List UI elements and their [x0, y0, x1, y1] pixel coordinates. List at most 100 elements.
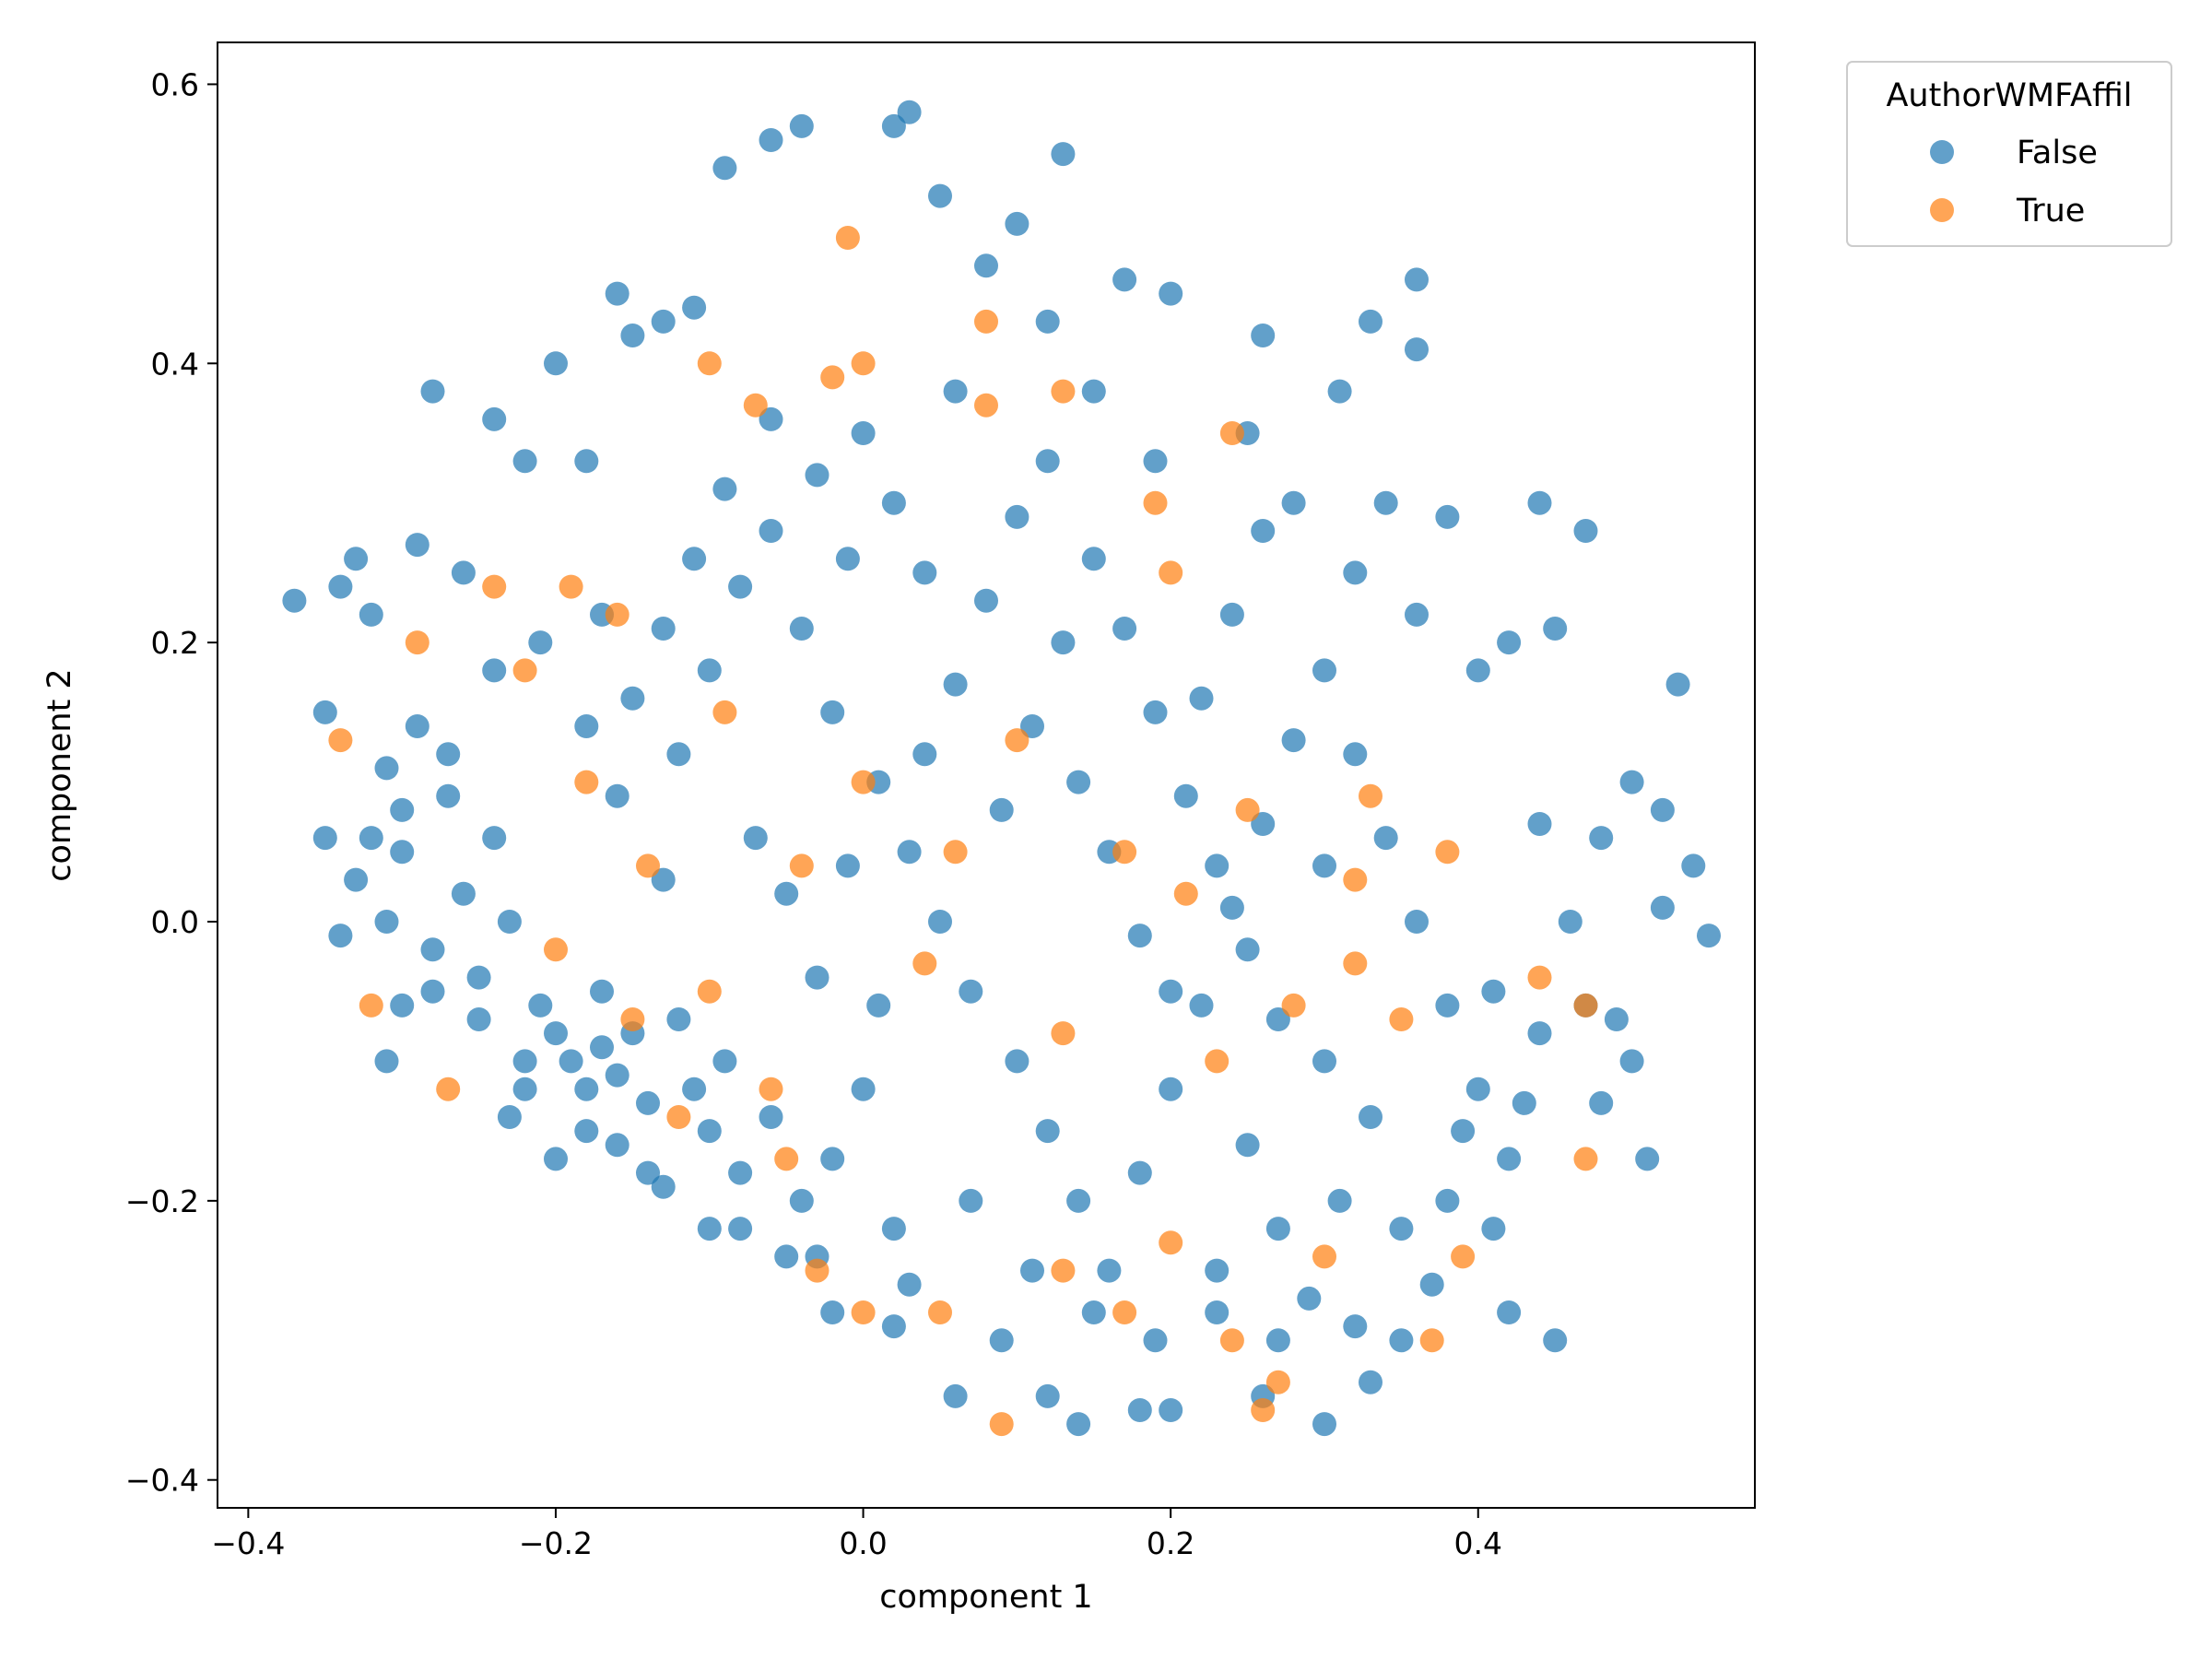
point-false-209 [1081, 1300, 1106, 1324]
point-true-45 [912, 951, 937, 976]
point-true-38 [697, 979, 722, 1004]
point-true-36 [805, 1258, 830, 1283]
point-false-184 [759, 406, 783, 431]
point-false-92 [574, 1077, 599, 1101]
point-false-66 [1066, 1412, 1091, 1437]
point-false-114 [789, 617, 814, 641]
point-false-146 [1497, 1147, 1522, 1171]
point-false-203 [651, 1174, 676, 1199]
point-true-31 [1112, 1300, 1137, 1324]
point-true-59 [759, 1077, 783, 1101]
point-false-110 [666, 742, 691, 767]
point-false-36 [1081, 379, 1106, 404]
point-false-143 [1405, 910, 1429, 934]
y-tick-label: 0.6 [151, 66, 199, 102]
point-false-140 [1312, 658, 1336, 683]
point-false-214 [1389, 1328, 1414, 1353]
point-false-154 [1235, 1133, 1260, 1158]
point-false-65 [1127, 1398, 1152, 1422]
point-true-51 [1205, 1049, 1230, 1074]
point-false-13 [574, 449, 599, 474]
point-false-160 [451, 881, 476, 906]
point-false-182 [835, 547, 860, 571]
point-true-49 [1112, 840, 1137, 865]
point-true-30 [1159, 1230, 1183, 1255]
point-true-24 [1451, 1244, 1476, 1269]
point-false-89 [651, 867, 676, 892]
point-true-8 [697, 351, 722, 376]
point-false-117 [897, 840, 922, 865]
point-true-19 [1359, 783, 1382, 808]
point-true-53 [1281, 993, 1306, 1018]
point-false-111 [697, 658, 722, 683]
point-true-22 [1573, 993, 1598, 1018]
point-false-133 [1097, 1258, 1122, 1283]
point-false-22 [897, 100, 922, 124]
point-false-107 [820, 1147, 845, 1171]
point-false-190 [1066, 770, 1091, 794]
points-layer [282, 100, 1721, 1437]
point-false-121 [1020, 714, 1044, 738]
point-false-29 [1251, 324, 1276, 347]
y-tick-label: −0.2 [125, 1183, 199, 1219]
point-false-102 [697, 1119, 722, 1144]
point-false-204 [728, 1217, 753, 1241]
point-false-148 [1558, 910, 1583, 934]
point-false-16 [651, 309, 676, 334]
point-false-59 [1497, 1300, 1522, 1324]
point-true-13 [974, 309, 998, 334]
point-false-56 [1589, 1090, 1614, 1115]
point-false-55 [1619, 1049, 1644, 1074]
point-false-71 [820, 1300, 845, 1324]
plot-frame [217, 41, 1756, 1509]
point-false-11 [512, 449, 537, 474]
y-tick-label: −0.4 [125, 1463, 199, 1499]
point-false-211 [1205, 1258, 1230, 1283]
point-false-7 [405, 533, 429, 558]
point-true-29 [1219, 1328, 1244, 1353]
point-false-159 [1481, 979, 1506, 1004]
point-false-126 [1173, 783, 1198, 808]
point-true-35 [851, 1300, 876, 1324]
point-false-113 [759, 519, 783, 543]
point-false-197 [1281, 490, 1306, 515]
point-false-99 [590, 979, 614, 1004]
point-false-178 [1005, 504, 1030, 529]
point-true-27 [1265, 1370, 1290, 1394]
point-false-176 [943, 672, 968, 697]
point-true-26 [1312, 1244, 1336, 1269]
point-false-21 [881, 113, 906, 138]
point-false-54 [1604, 1007, 1629, 1031]
point-false-139 [1281, 728, 1306, 753]
y-axis-label: component 2 [41, 668, 78, 881]
point-false-173 [835, 853, 860, 878]
point-false-52 [1697, 924, 1721, 948]
point-true-41 [574, 770, 599, 794]
point-false-97 [528, 993, 553, 1018]
point-false-161 [420, 937, 445, 962]
point-true-11 [851, 351, 876, 376]
point-false-43 [1573, 519, 1598, 543]
point-false-200 [497, 1105, 522, 1129]
point-false-156 [1389, 1217, 1414, 1241]
point-false-130 [1005, 1049, 1030, 1074]
point-false-149 [1527, 812, 1552, 836]
point-false-26 [974, 253, 998, 278]
point-false-85 [482, 658, 507, 683]
point-true-6 [559, 574, 583, 599]
point-true-42 [712, 700, 737, 724]
point-true-23 [1573, 1147, 1598, 1171]
point-false-165 [497, 910, 522, 934]
point-false-68 [989, 1328, 1014, 1353]
point-false-45 [1497, 630, 1522, 655]
point-false-49 [1650, 797, 1675, 822]
point-false-196 [1251, 519, 1276, 543]
point-false-40 [1373, 490, 1398, 515]
point-false-115 [820, 700, 845, 724]
point-false-63 [1205, 1300, 1230, 1324]
point-false-129 [1265, 1007, 1290, 1031]
point-true-21 [1527, 965, 1552, 990]
point-false-119 [959, 979, 983, 1004]
point-true-43 [789, 853, 814, 878]
